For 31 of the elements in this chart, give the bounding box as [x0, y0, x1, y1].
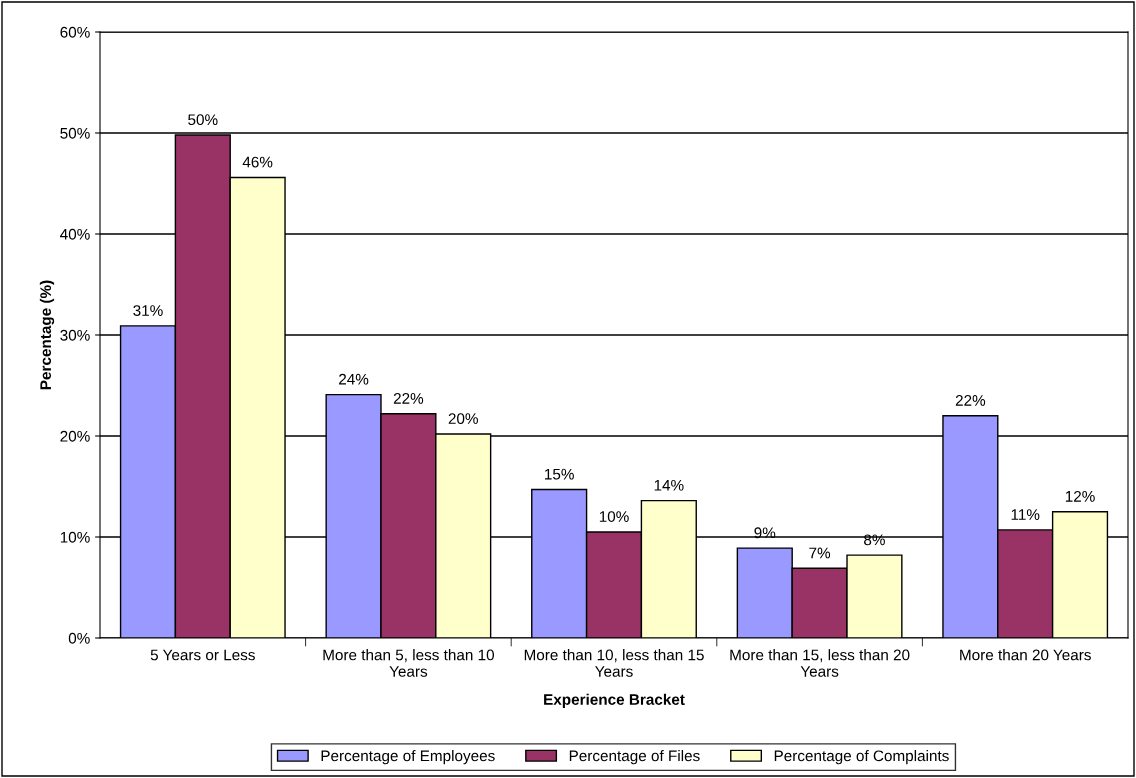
- data-label: 15%: [545, 468, 574, 480]
- legend-label: Percentage of Files: [569, 750, 700, 765]
- data-label: 46%: [242, 156, 273, 168]
- data-label: 24%: [339, 373, 369, 385]
- data-label: 22%: [955, 395, 986, 406]
- y-tick-label: 50%: [60, 127, 90, 139]
- y-tick-label: 10%: [60, 531, 90, 543]
- data-label: 20%: [448, 413, 478, 425]
- y-tick-label: 40%: [60, 228, 90, 240]
- x-tick-label: More than 5, less than 10 Years: [323, 649, 495, 677]
- data-label: 11%: [1011, 509, 1040, 520]
- y-tick-label: 30%: [60, 329, 90, 341]
- data-label: 7%: [809, 547, 831, 559]
- y-tick-label: 20%: [60, 430, 90, 442]
- data-label: 10%: [599, 511, 629, 522]
- y-tick-label: 60%: [60, 26, 90, 38]
- data-label: 12%: [1065, 490, 1095, 502]
- legend-label: Percentage of Employees: [321, 750, 495, 765]
- legend-label: Percentage of Complaints: [774, 750, 949, 765]
- data-label: 9%: [754, 527, 776, 539]
- data-label: 14%: [654, 479, 684, 491]
- x-tick-label: More than 20 Years: [960, 649, 1091, 661]
- y-tick-label: 0%: [68, 632, 90, 644]
- x-tick-label: More than 10, less than 15 Years: [524, 649, 704, 677]
- x-tick-label: 5 Years or Less: [150, 649, 255, 661]
- y-axis-title: Percentage (%): [39, 280, 55, 390]
- data-label: 50%: [188, 114, 218, 126]
- data-label: 22%: [393, 393, 424, 404]
- data-label: 31%: [133, 305, 163, 316]
- x-axis-title: Experience Bracket: [544, 693, 685, 708]
- x-tick-label: More than 15, less than 20 Years: [730, 649, 910, 677]
